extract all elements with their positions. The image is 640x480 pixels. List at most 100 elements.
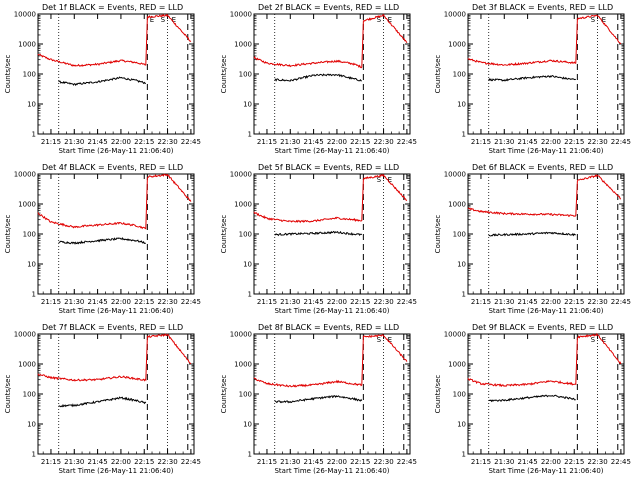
x-tick-label: 22:15 xyxy=(350,298,370,306)
x-tick-label: 21:30 xyxy=(494,138,514,146)
y-tick-label: 1000 xyxy=(18,41,36,49)
x-tick-label: 22:15 xyxy=(134,458,154,466)
chart-title: Det 3f BLACK = Events, RED = LLD xyxy=(472,3,613,12)
y-tick-label: 1000 xyxy=(234,361,252,369)
x-tick-label: 22:00 xyxy=(327,458,347,466)
series-line-black xyxy=(274,394,363,404)
y-tick-label: 10000 xyxy=(230,331,252,339)
x-tick-label: 21:15 xyxy=(257,298,277,306)
x-axis-label: Start Time (26-May-11 21:06:40) xyxy=(58,307,173,315)
x-axis-label: Start Time (26-May-11 21:06:40) xyxy=(58,147,173,155)
x-tick-label: 21:15 xyxy=(41,458,61,466)
x-tick-label: 22:00 xyxy=(541,458,561,466)
y-tick-label: 1000 xyxy=(18,201,36,209)
x-tick-label: 22:45 xyxy=(181,298,201,306)
series-line-red xyxy=(467,14,622,66)
y-tick-label: 10 xyxy=(243,261,252,269)
x-tick-label: 21:45 xyxy=(304,138,324,146)
y-tick-label: 100 xyxy=(23,231,36,239)
annotation-label: E xyxy=(388,16,392,24)
x-tick-label: 21:45 xyxy=(88,138,108,146)
series-line-red xyxy=(253,13,408,69)
x-tick-label: 21:45 xyxy=(88,298,108,306)
y-tick-label: 10 xyxy=(457,421,466,429)
annotation-label: E xyxy=(602,16,606,24)
x-tick-label: 22:15 xyxy=(350,138,370,146)
y-tick-label: 10000 xyxy=(14,171,36,179)
plot-frame xyxy=(253,13,411,135)
y-tick-label: 1 xyxy=(462,131,466,139)
x-axis-label: Start Time (26-May-11 21:06:40) xyxy=(488,147,603,155)
x-tick-label: 21:30 xyxy=(494,458,514,466)
plot-frame xyxy=(37,333,195,455)
y-axis-label: Counts/sec xyxy=(434,55,442,94)
plot-frame xyxy=(37,173,195,295)
series-line-red xyxy=(37,173,192,230)
y-tick-label: 10 xyxy=(457,261,466,269)
series-line-black xyxy=(274,230,363,237)
y-tick-label: 1 xyxy=(32,451,36,459)
y-tick-label: 10 xyxy=(27,421,36,429)
x-tick-label: 22:00 xyxy=(541,138,561,146)
x-tick-label: 21:15 xyxy=(471,298,491,306)
chart-title: Det 5f BLACK = Events, RED = LLD xyxy=(258,163,399,172)
x-tick-label: 22:45 xyxy=(611,458,631,466)
chart-title: Det 8f BLACK = Events, RED = LLD xyxy=(258,323,399,332)
x-axis-label: Start Time (26-May-11 21:06:40) xyxy=(274,307,389,315)
chart-title: Det 4f BLACK = Events, RED = LLD xyxy=(42,163,183,172)
chart-panel: Det 2f BLACK = Events, RED = LLD 1 10 100 10… xyxy=(220,3,417,155)
y-tick-label: 1 xyxy=(248,451,252,459)
x-tick-label: 22:45 xyxy=(611,298,631,306)
y-tick-label: 10 xyxy=(457,101,466,109)
x-tick-label: 22:30 xyxy=(157,138,177,146)
y-tick-label: 10 xyxy=(243,421,252,429)
plot-frame xyxy=(467,333,625,455)
x-tick-label: 21:45 xyxy=(304,298,324,306)
series-line-black xyxy=(58,396,147,408)
x-tick-label: 22:00 xyxy=(111,298,131,306)
y-tick-label: 1 xyxy=(462,291,466,299)
y-axis-label: Counts/sec xyxy=(4,55,12,94)
x-axis-label: Start Time (26-May-11 21:06:40) xyxy=(274,467,389,475)
x-tick-label: 21:15 xyxy=(257,138,277,146)
x-tick-label: 22:45 xyxy=(181,458,201,466)
y-tick-label: 100 xyxy=(23,391,36,399)
plot-frame xyxy=(37,13,195,135)
chart-panel: Det 5f BLACK = Events, RED = LLD 1 10 100 10… xyxy=(220,163,417,315)
x-tick-label: 21:45 xyxy=(88,458,108,466)
chart-panel: Det 3f BLACK = Events, RED = LLD 1 10 100 10… xyxy=(434,3,631,155)
x-tick-label: 22:00 xyxy=(327,138,347,146)
x-tick-label: 21:45 xyxy=(518,458,538,466)
x-tick-label: 21:15 xyxy=(41,298,61,306)
y-tick-label: 1 xyxy=(32,291,36,299)
y-tick-label: 1 xyxy=(32,131,36,139)
x-tick-label: 21:15 xyxy=(471,458,491,466)
y-axis-label: Counts/sec xyxy=(4,215,12,254)
y-axis-label: Counts/sec xyxy=(220,55,228,94)
annotation-label: S xyxy=(377,16,382,24)
x-axis-label: Start Time (26-May-11 21:06:40) xyxy=(488,307,603,315)
x-tick-label: 21:45 xyxy=(518,138,538,146)
x-tick-label: 21:15 xyxy=(471,138,491,146)
y-axis-label: Counts/sec xyxy=(434,215,442,254)
x-tick-label: 21:30 xyxy=(280,458,300,466)
y-axis-label: Counts/sec xyxy=(434,375,442,414)
x-tick-label: 22:45 xyxy=(611,138,631,146)
y-tick-label: 10 xyxy=(243,101,252,109)
plot-frame xyxy=(467,13,625,135)
chart-title: Det 2f BLACK = Events, RED = LLD xyxy=(258,3,399,12)
annotation-label: E xyxy=(602,336,606,344)
y-tick-label: 1 xyxy=(248,131,252,139)
y-tick-label: 1000 xyxy=(234,201,252,209)
y-tick-label: 10000 xyxy=(14,11,36,19)
y-tick-label: 1000 xyxy=(234,41,252,49)
y-axis-label: Counts/sec xyxy=(220,375,228,414)
x-tick-label: 21:30 xyxy=(280,138,300,146)
x-tick-label: 22:00 xyxy=(327,298,347,306)
x-tick-label: 22:30 xyxy=(587,458,607,466)
y-tick-label: 10000 xyxy=(444,171,466,179)
y-tick-label: 1000 xyxy=(448,41,466,49)
y-tick-label: 10000 xyxy=(444,331,466,339)
y-tick-label: 100 xyxy=(453,231,466,239)
